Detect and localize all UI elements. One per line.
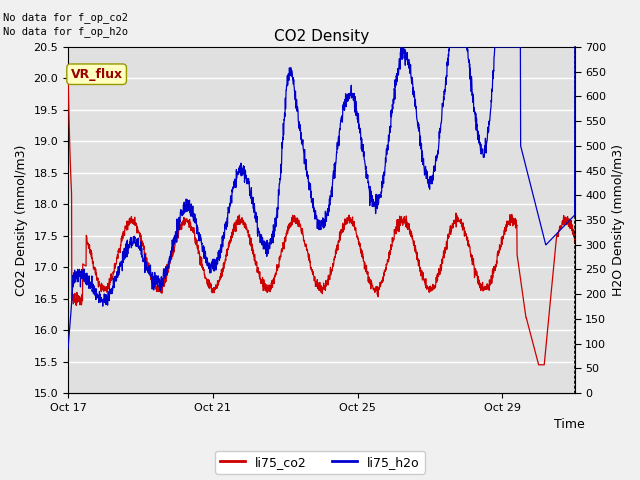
Y-axis label: CO2 Density (mmol/m3): CO2 Density (mmol/m3) bbox=[15, 144, 28, 296]
Text: VR_flux: VR_flux bbox=[70, 68, 123, 81]
Title: CO2 Density: CO2 Density bbox=[274, 29, 369, 44]
Legend: li75_co2, li75_h2o: li75_co2, li75_h2o bbox=[215, 451, 425, 474]
X-axis label: Time: Time bbox=[554, 419, 585, 432]
Text: No data for f_op_h2o: No data for f_op_h2o bbox=[3, 26, 128, 37]
Y-axis label: H2O Density (mmol/m3): H2O Density (mmol/m3) bbox=[612, 144, 625, 296]
Text: No data for f_op_co2: No data for f_op_co2 bbox=[3, 12, 128, 23]
